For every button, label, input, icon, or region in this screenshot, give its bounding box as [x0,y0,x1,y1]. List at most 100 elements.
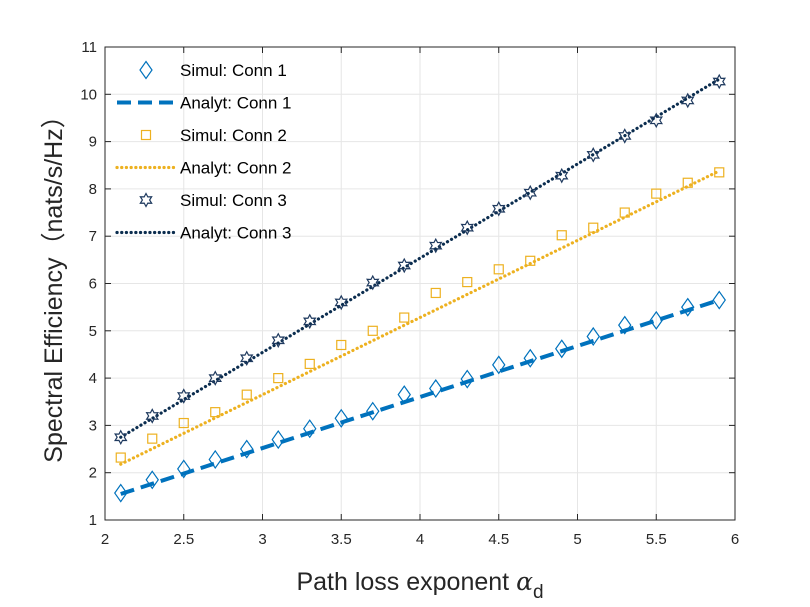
data-point [367,325,378,336]
data-point [460,369,474,389]
data-point [586,326,600,347]
data-point [336,339,347,351]
data-point [712,73,726,90]
legend-label: Simul: Conn 1 [180,61,287,80]
series-markers-4 [114,73,726,446]
data-point [429,237,443,254]
y-tick-label: 10 [80,86,97,103]
data-point [588,222,599,233]
legend-label: Analyt: Conn 2 [180,159,292,178]
data-point [240,350,254,367]
y-tick-label: 3 [89,417,97,434]
data-point [429,378,443,399]
data-point [492,355,506,375]
data-point [493,264,504,275]
y-tick-label: 7 [89,228,97,245]
legend-marker-swatch [140,129,152,141]
data-point [712,290,726,310]
legend-label: Analyt: Conn 1 [180,94,292,113]
data-point [334,408,348,428]
x-axis-label-subscript: d [533,582,544,603]
data-point [178,417,189,429]
x-tick-label: 4 [416,531,424,548]
data-point [681,92,695,109]
legend-entry-1: Analyt: Conn 1 [117,94,292,113]
x-axis-label-symbol: α [516,567,533,596]
y-tick-label: 8 [89,181,97,198]
x-tick-label: 2.5 [173,531,194,548]
data-point [271,430,285,450]
data-point [115,452,126,463]
x-tick-label: 6 [731,531,739,548]
data-point [555,167,569,184]
data-point [304,358,315,370]
data-point [525,255,536,266]
legend-entry-4: Simul: Conn 3 [139,191,287,210]
x-tick-label: 3 [258,531,266,548]
data-point [145,470,159,490]
data-point [145,408,159,424]
x-tick-label: 4.5 [488,531,509,548]
data-point [681,297,695,317]
legend-entry-0: Simul: Conn 1 [139,60,287,80]
y-axis-label: Spectral Efficiency（nats/s/Hz） [40,103,68,462]
y-tick-label: 5 [89,323,97,340]
data-point [714,167,725,178]
data-point [303,419,317,439]
data-point [619,207,630,218]
legend-marker-swatch [139,192,153,208]
data-point [523,348,537,368]
data-point [555,339,569,359]
legend-entry-2: Simul: Conn 2 [140,126,287,145]
data-point [210,407,221,418]
data-point [397,385,411,405]
data-point [618,315,632,335]
data-point [366,274,380,291]
data-point [649,112,663,129]
data-point [208,449,222,469]
x-tick-label: 3.5 [331,531,352,548]
data-point [114,483,128,503]
data-point [303,313,317,330]
data-point [430,287,441,299]
series-line-3 [119,169,721,466]
legend-marker-swatch [139,60,153,80]
legend-entry-5: Analyt: Conn 3 [115,224,292,243]
legend: Simul: Conn 1 Analyt: Conn 1 Simul: Conn 2… [115,60,292,243]
data-point [177,459,191,479]
data-point [273,373,284,384]
data-point [649,310,663,330]
data-point [492,200,506,217]
data-point [399,312,410,323]
data-point [208,370,222,386]
x-axis-label: Path loss exponent αd [296,567,543,603]
data-point [147,433,158,444]
x-tick-label: 5 [573,531,581,548]
data-point [271,332,285,349]
data-point [523,184,537,201]
data-point [334,294,348,311]
legend-label: Simul: Conn 3 [180,191,287,210]
data-point [114,429,128,446]
data-point [586,147,600,163]
x-axis-label-text: Path loss exponent [296,568,509,596]
y-tick-label: 11 [81,39,97,56]
series-layer [114,73,726,503]
legend-entry-3: Analyt: Conn 2 [115,159,292,178]
data-point [682,177,693,188]
y-tick-label: 9 [89,134,97,151]
data-point [397,257,411,274]
x-tick-label: 2 [101,531,109,548]
series-markers-2 [115,167,725,463]
data-point [460,219,474,236]
data-point [651,188,662,199]
legend-label: Analyt: Conn 3 [180,224,292,243]
data-point [366,401,380,421]
y-tick-label: 1 [89,512,97,529]
data-point [177,388,191,404]
y-tick-label: 6 [89,276,97,293]
data-point [618,128,632,144]
data-point [240,439,254,459]
